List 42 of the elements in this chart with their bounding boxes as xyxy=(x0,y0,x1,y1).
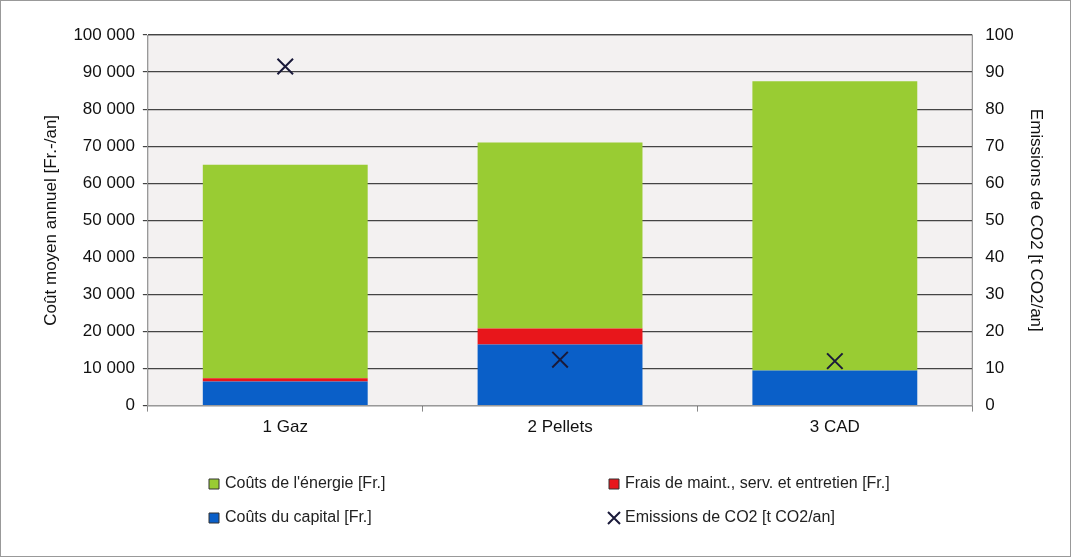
y-tick-label: 0 xyxy=(125,395,135,415)
point xyxy=(551,350,569,369)
y2-axis-title: Emissions de CO2 [t CO2/an] xyxy=(1027,108,1047,332)
bar xyxy=(477,344,643,405)
point xyxy=(826,352,844,370)
legend-label: Coûts de l'énergie [Fr.] xyxy=(225,474,386,492)
bar xyxy=(477,142,643,329)
x-tick-label: 1 Gaz xyxy=(262,417,308,437)
y-tick-label: 40 000 xyxy=(82,247,135,267)
y-tick-label: 80 000 xyxy=(82,98,135,118)
y-axis-title: Coût moyen annuel [Fr.-/an] xyxy=(40,114,60,326)
y-tick-label: 60 000 xyxy=(82,172,135,192)
bar xyxy=(202,381,368,405)
y2-tick-label: 80 xyxy=(985,98,1005,118)
bar xyxy=(202,164,368,379)
y2-tick-label: 10 xyxy=(985,358,1005,378)
bar xyxy=(477,328,643,345)
point xyxy=(276,57,295,76)
bar xyxy=(752,81,918,371)
y-tick-label: 70 000 xyxy=(82,135,135,155)
y2-tick-label: 30 xyxy=(985,284,1005,304)
y2-tick-label: 90 xyxy=(985,61,1005,81)
y-tick-label: 20 000 xyxy=(82,321,135,341)
y2-tick-label: 50 xyxy=(985,209,1005,229)
bar xyxy=(752,370,918,405)
y2-tick-label: 20 xyxy=(985,321,1005,341)
legend-label: Frais de maint., serv. et entretien [Fr.] xyxy=(625,474,890,492)
y-tick-label: 90 000 xyxy=(82,61,135,81)
y-tick-label: 50 000 xyxy=(82,209,135,229)
y2-tick-label: 40 xyxy=(985,247,1005,267)
x-tick-label: 2 Pellets xyxy=(527,417,593,437)
legend-label: Emissions de CO2 [t CO2/an] xyxy=(625,508,835,526)
y2-tick-label: 100 xyxy=(985,24,1014,44)
y-tick-label: 30 000 xyxy=(82,284,135,304)
y2-tick-label: 70 xyxy=(985,135,1005,155)
y2-tick-label: 60 xyxy=(985,172,1005,192)
y-tick-label: 100 000 xyxy=(73,24,135,44)
y2-tick-label: 0 xyxy=(985,395,995,415)
legend-label: Coûts du capital [Fr.] xyxy=(225,508,372,526)
x-tick-label: 3 CAD xyxy=(809,417,860,437)
bar xyxy=(202,378,368,382)
y-tick-label: 10 000 xyxy=(82,358,135,378)
